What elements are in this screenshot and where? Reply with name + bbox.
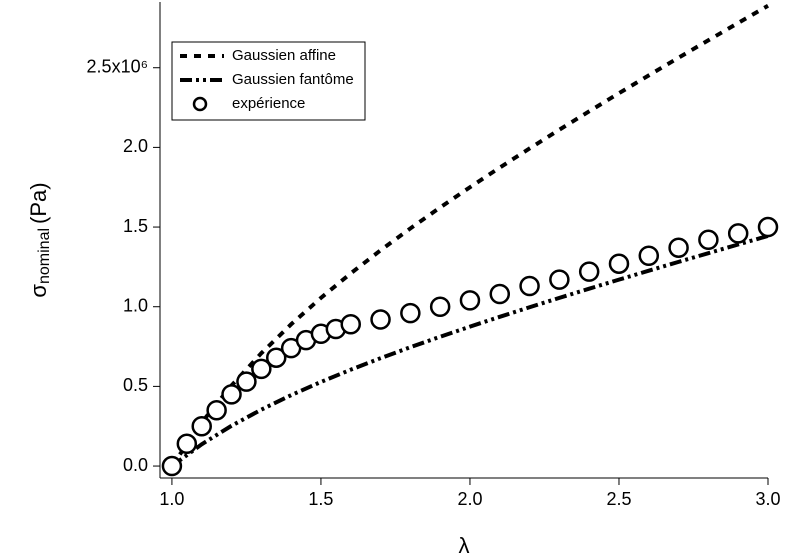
- data-point: [370, 309, 391, 330]
- data-point: [608, 253, 630, 274]
- data-point: [161, 455, 183, 477]
- data-point: [236, 371, 257, 392]
- line-series: [170, 4, 769, 468]
- y-tick-label: 0.0: [123, 455, 148, 475]
- y-label-symbol: σ: [26, 284, 51, 298]
- data-point: [698, 229, 719, 251]
- data-point: [549, 269, 570, 290]
- y-tick-label: 2.5x10⁶: [87, 56, 148, 76]
- data-point: [221, 384, 242, 405]
- data-point: [251, 358, 272, 380]
- x-axis-label: λ: [459, 533, 470, 558]
- y-label-unit: (Pa): [26, 182, 51, 224]
- legend-label: expérience: [232, 95, 305, 112]
- y-tick-label: 1.0: [123, 295, 148, 315]
- x-tick-label: 3.0: [755, 489, 780, 509]
- legend-label: Gaussien affine: [232, 47, 336, 64]
- data-point: [519, 275, 540, 297]
- data-point: [400, 302, 421, 324]
- legend-label: Gaussien fantôme: [232, 71, 354, 88]
- data-point: [206, 400, 227, 421]
- data-point: [638, 245, 660, 266]
- y-tick-label: 1.5: [123, 216, 148, 236]
- data-point: [727, 223, 749, 244]
- y-tick-label: 2.0: [123, 136, 148, 156]
- data-point: [578, 261, 600, 282]
- data-point: [265, 347, 287, 368]
- x-tick-label: 1.5: [308, 489, 333, 509]
- data-point: [340, 313, 361, 335]
- y-label-subscript: nominal: [36, 228, 53, 284]
- data-point: [176, 433, 198, 454]
- data-point: [191, 415, 212, 437]
- data-point: [459, 290, 481, 311]
- x-tick-label: 2.0: [457, 489, 482, 509]
- data-point: [668, 237, 689, 259]
- y-axis-label: σnominal (Pa): [26, 182, 53, 297]
- x-tick-label: 2.5: [606, 489, 631, 509]
- line-series: [170, 233, 769, 468]
- legend-marker: [192, 96, 208, 112]
- x-tick-label: 1.0: [159, 489, 184, 509]
- data-point: [429, 296, 451, 317]
- y-tick-label: 0.5: [123, 375, 148, 395]
- data-point: [757, 216, 779, 238]
- data-point: [489, 283, 511, 305]
